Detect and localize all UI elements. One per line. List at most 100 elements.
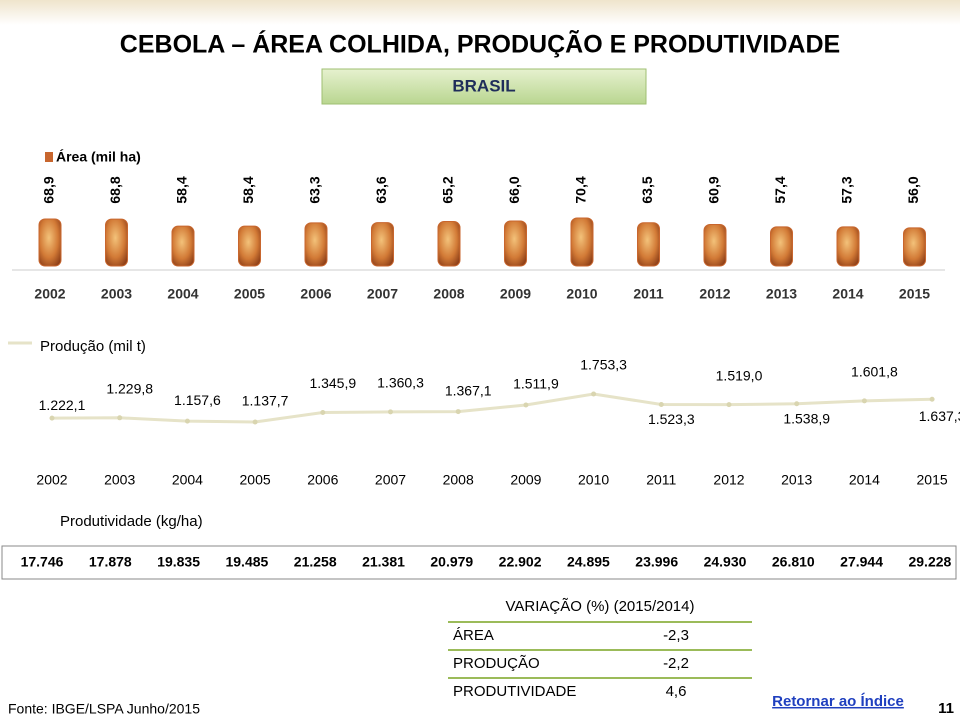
x-tick-label: 2011 — [633, 286, 664, 302]
x-tick-label: 2004 — [172, 472, 203, 488]
bar — [304, 222, 328, 267]
x-tick-label: 2009 — [500, 286, 531, 302]
point — [658, 401, 664, 407]
value-label: 1.538,9 — [783, 410, 830, 426]
value-label: 1.345,9 — [309, 375, 356, 391]
legend-label: Área (mil ha) — [56, 149, 141, 165]
value-label: 63,3 — [307, 176, 323, 203]
x-tick-label: 2005 — [234, 286, 265, 302]
point — [591, 391, 597, 397]
x-tick-label: 2007 — [367, 286, 398, 302]
title: CEBOLA – ÁREA COLHIDA, PRODUÇÃO E PRODUT… — [120, 29, 840, 59]
table-title: Produtividade (kg/ha) — [60, 513, 203, 530]
table-cell: 22.902 — [499, 554, 542, 570]
value-label: 63,5 — [639, 176, 655, 203]
table-cell: 20.979 — [430, 554, 473, 570]
value-label: 1.519,0 — [716, 367, 763, 383]
x-tick-label: 2013 — [781, 472, 812, 488]
table-cell: 19.835 — [157, 554, 200, 570]
value-label: 68,8 — [107, 176, 123, 203]
x-tick-label: 2005 — [240, 472, 271, 488]
x-tick-label: 2006 — [300, 286, 331, 302]
value-label: 57,3 — [839, 176, 855, 203]
point — [320, 410, 326, 416]
bar — [371, 222, 394, 267]
value-label: 1.367,1 — [445, 382, 492, 398]
value-label: 57,4 — [772, 176, 788, 203]
value-label: 1.523,3 — [648, 411, 695, 427]
value-label: 1.753,3 — [580, 357, 627, 373]
point — [388, 409, 393, 415]
value-label: 1.511,9 — [513, 376, 559, 392]
variation-label: ÁREA — [453, 627, 494, 644]
source: Fonte: IBGE/LSPA Junho/2015 — [8, 701, 200, 717]
bar — [836, 226, 860, 267]
table-cell: 17.746 — [21, 554, 64, 570]
value-label: 1.229,8 — [106, 381, 153, 397]
table-cell: 23.996 — [635, 554, 678, 570]
x-tick-label: 2014 — [832, 286, 863, 302]
point — [861, 398, 867, 404]
point — [726, 402, 732, 408]
x-tick-label: 2009 — [510, 472, 541, 488]
line — [51, 392, 933, 424]
value-label: 70,4 — [573, 176, 589, 203]
x-tick-label: 2003 — [101, 286, 132, 302]
top-band — [0, 0, 960, 25]
table-cell: 29.228 — [908, 554, 951, 570]
x-tick-label: 2015 — [917, 472, 948, 488]
subtitle-box — [321, 68, 647, 105]
subtitle: BRASIL — [452, 76, 515, 95]
value-label: 1.157,6 — [174, 392, 221, 408]
table-cell: 24.895 — [567, 554, 610, 570]
bar — [703, 223, 727, 267]
legend-swatch — [45, 152, 53, 162]
x-tick-label: 2008 — [433, 286, 464, 302]
x-tick-label: 2007 — [375, 472, 406, 488]
value-label: 1.222,1 — [39, 397, 86, 413]
x-tick-label: 2011 — [646, 472, 676, 488]
bar — [637, 222, 660, 267]
x-tick-label: 2012 — [713, 472, 744, 488]
point — [117, 415, 123, 421]
value-label: 56,0 — [905, 176, 921, 203]
value-label: 68,9 — [41, 176, 57, 203]
bar — [570, 217, 594, 267]
x-tick-label: 2010 — [566, 286, 597, 302]
value-label: 66,0 — [506, 176, 522, 203]
value-label: 58,4 — [174, 176, 190, 203]
bar — [504, 220, 527, 267]
point — [252, 419, 258, 425]
table-cell: 26.810 — [772, 554, 815, 570]
value-label: 1.637,3 — [919, 408, 960, 424]
index-link[interactable]: Retornar ao Índice — [772, 693, 904, 710]
x-tick-label: 2010 — [578, 472, 609, 488]
value-label: 60,9 — [706, 176, 722, 203]
table-cell: 21.258 — [294, 554, 337, 570]
variation-value: 4,6 — [666, 683, 687, 700]
point — [929, 396, 935, 402]
variation-title: VARIAÇÃO (%) (2015/2014) — [506, 598, 695, 615]
value-label: 1.360,3 — [377, 375, 424, 391]
bar — [770, 226, 793, 267]
x-tick-label: 2015 — [899, 286, 930, 302]
x-tick-label: 2004 — [167, 286, 198, 302]
table-cell: 17.878 — [89, 554, 132, 570]
legend-label: Produção (mil t) — [40, 338, 146, 355]
x-tick-label: 2006 — [307, 472, 338, 488]
x-tick-label: 2008 — [443, 472, 474, 488]
table-cell: 21.381 — [362, 554, 405, 570]
value-label: 1.601,8 — [851, 364, 898, 380]
variation-label: PRODUTIVIDADE — [453, 683, 576, 700]
point — [184, 418, 190, 424]
point — [523, 402, 529, 408]
table-cell: 19.485 — [225, 554, 268, 570]
table-cell: 27.944 — [840, 554, 883, 570]
value-label: 58,4 — [240, 176, 256, 203]
value-label: 1.137,7 — [242, 393, 289, 409]
page-number: 11 — [938, 700, 954, 717]
x-tick-label: 2002 — [34, 286, 65, 302]
x-tick-label: 2013 — [766, 286, 797, 302]
